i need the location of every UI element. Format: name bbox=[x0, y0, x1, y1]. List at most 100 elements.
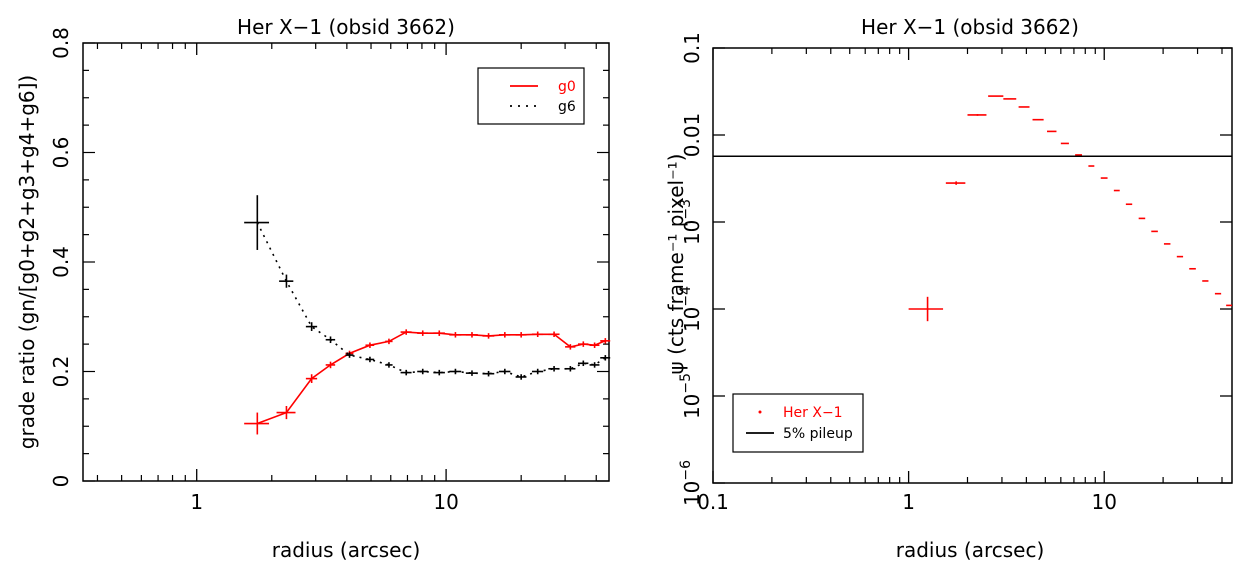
g0-point bbox=[276, 405, 296, 420]
series-g6 bbox=[244, 195, 611, 380]
g0-point bbox=[548, 331, 560, 338]
g0-point bbox=[325, 361, 336, 369]
g0-point bbox=[244, 412, 270, 435]
her-x1-point bbox=[945, 181, 966, 185]
right-chart-title: Her X−1 (obsid 3662) bbox=[861, 15, 1079, 39]
her-x1-point bbox=[1003, 98, 1017, 100]
right-y-tick-label: 10−4 bbox=[678, 286, 704, 332]
g6-point bbox=[515, 374, 527, 380]
her-x1-point bbox=[1060, 142, 1069, 145]
g0-point bbox=[515, 332, 527, 338]
left-y-tick-label: 0 bbox=[49, 475, 73, 488]
g0-point bbox=[385, 338, 393, 345]
right-y-tick-label: 10−6 bbox=[678, 460, 704, 506]
g6-point bbox=[548, 366, 560, 372]
her-x1-point bbox=[1032, 118, 1044, 121]
g6-point bbox=[433, 369, 445, 376]
g6-point bbox=[600, 355, 611, 361]
her-x1-point bbox=[908, 296, 944, 322]
her-x1-point bbox=[1176, 255, 1184, 258]
her-x1-point bbox=[988, 95, 1004, 97]
g6-point bbox=[305, 322, 318, 331]
her-x1-point bbox=[1214, 292, 1222, 295]
g6-point bbox=[244, 195, 270, 250]
left-x-ticks: 1 10 bbox=[96, 43, 597, 514]
right-y-tick-label: 10−3 bbox=[678, 199, 704, 245]
left-x-tick-label: 1 bbox=[190, 490, 203, 514]
g6-point bbox=[578, 360, 589, 367]
g6-point bbox=[449, 368, 462, 375]
left-y-axis-label: grade ratio (gn/[g0+g2+g3+g4+g6]) bbox=[15, 75, 39, 449]
left-y-tick-label: 0.4 bbox=[49, 246, 73, 278]
legend-herx1-label: Her X−1 bbox=[783, 405, 843, 421]
right-x-tick-label: 10 bbox=[1091, 490, 1116, 514]
left-y-ticks: 0 0.2 0.4 0.6 0.8 bbox=[49, 27, 609, 487]
right-y-tick-label: 10−5 bbox=[678, 373, 704, 419]
left-x-axis-label: radius (arcsec) bbox=[272, 538, 421, 561]
her-x1-point bbox=[1088, 165, 1095, 167]
g0-point bbox=[433, 330, 445, 336]
legend-g0-label: g0 bbox=[558, 79, 576, 95]
left-x-tick-label: 10 bbox=[433, 490, 458, 514]
g6-line bbox=[256, 222, 606, 378]
g6-point bbox=[482, 370, 495, 377]
left-chart-title: Her X−1 (obsid 3662) bbox=[237, 15, 455, 39]
right-y-tick-label: 0.01 bbox=[680, 113, 704, 158]
right-y-tick-label: 0.1 bbox=[680, 32, 704, 64]
her-x1-point bbox=[1075, 154, 1083, 156]
g6-point bbox=[499, 368, 511, 375]
g0-point bbox=[465, 332, 478, 338]
g0-point bbox=[600, 338, 611, 344]
her-x1-point bbox=[1226, 304, 1232, 307]
left-y-tick-label: 0.2 bbox=[49, 356, 73, 388]
her-x1-point bbox=[1100, 177, 1108, 179]
g6-point bbox=[465, 370, 478, 376]
left-legend-box bbox=[477, 67, 585, 125]
g6-point bbox=[345, 352, 354, 358]
g6-point bbox=[325, 336, 336, 344]
g0-point bbox=[578, 341, 589, 347]
series-her-x1 bbox=[908, 95, 1232, 322]
left-y-tick-label: 0.6 bbox=[49, 137, 73, 169]
her-x1-point bbox=[1202, 280, 1209, 282]
g6-point bbox=[279, 274, 294, 288]
g0-point bbox=[531, 331, 544, 338]
right-x-ticks: 0.1 1 10 bbox=[697, 48, 1223, 514]
her-x1-point bbox=[1113, 189, 1120, 192]
g0-point bbox=[499, 332, 511, 338]
right-series bbox=[713, 95, 1232, 322]
legend-pileup-label: 5% pileup bbox=[783, 426, 853, 442]
her-x1-point bbox=[1189, 267, 1196, 270]
right-plot-frame bbox=[712, 47, 1233, 484]
her-x1-point bbox=[1047, 130, 1057, 133]
g0-line bbox=[257, 331, 606, 425]
g0-point bbox=[305, 374, 318, 383]
legend-herx1-swatch bbox=[758, 410, 762, 414]
her-x1-point bbox=[1138, 217, 1146, 220]
g6-point bbox=[417, 368, 428, 375]
g0-point bbox=[565, 344, 576, 350]
g6-point bbox=[385, 362, 393, 368]
left-y-tick-label: 0.8 bbox=[49, 27, 73, 59]
g0-point bbox=[589, 342, 600, 348]
g0-point bbox=[449, 332, 462, 338]
right-y-ticks: 10−6 10−5 10−4 10−3 0.01 0.1 bbox=[678, 32, 1232, 506]
g0-point bbox=[417, 330, 428, 336]
g6-point bbox=[589, 362, 600, 368]
g0-point bbox=[400, 329, 412, 335]
right-x-axis-label: radius (arcsec) bbox=[896, 538, 1045, 561]
her-x1-point bbox=[1163, 243, 1171, 245]
g6-point bbox=[531, 368, 544, 375]
right-legend-box bbox=[732, 393, 864, 453]
legend-g6-label: g6 bbox=[558, 99, 576, 115]
g6-point bbox=[400, 369, 412, 376]
g0-point bbox=[365, 342, 375, 348]
psi-panel: Her X−1 (obsid 3662) 0.1 1 10 10−6 10−5 10−4… bbox=[664, 15, 1233, 561]
right-y-axis-label: ψ (cts frame⁻¹ pixel⁻¹) bbox=[664, 154, 688, 375]
right-legend: Her X−1 5% pileup bbox=[732, 393, 864, 453]
series-g0 bbox=[244, 329, 611, 435]
her-x1-point bbox=[967, 114, 987, 116]
her-x1-point bbox=[1018, 106, 1030, 108]
g0-point bbox=[482, 333, 495, 339]
